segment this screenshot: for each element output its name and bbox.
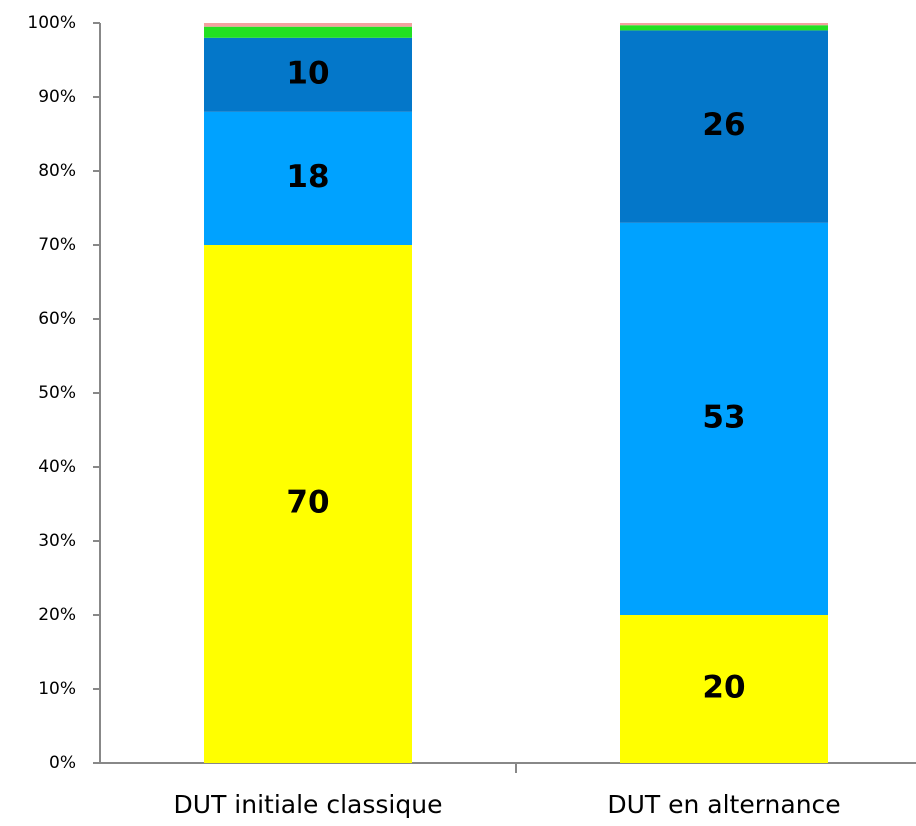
bar-segment — [620, 615, 828, 763]
x-tick-label: DUT initiale classique — [174, 790, 443, 819]
y-tick-label: 20% — [38, 605, 76, 625]
bar-segment — [620, 23, 828, 26]
bar-segment — [204, 111, 412, 245]
y-tick-label: 50% — [38, 383, 76, 403]
bar-segment — [204, 37, 412, 112]
bar-segment — [204, 23, 412, 27]
data-label: 10 — [286, 55, 329, 91]
y-tick-label: 0% — [49, 753, 76, 773]
y-tick-label: 40% — [38, 457, 76, 477]
bar-segment — [620, 25, 828, 31]
data-label: 53 — [702, 399, 745, 435]
y-tick-label: 60% — [38, 309, 76, 329]
data-label: 20 — [702, 670, 745, 706]
y-tick-label: 100% — [27, 13, 76, 33]
bar-segment — [620, 222, 828, 616]
bar-segment — [204, 245, 412, 763]
y-tick-label: 10% — [38, 679, 76, 699]
x-tick-label: DUT en alternance — [607, 790, 840, 819]
data-label: 18 — [286, 159, 329, 195]
bar-segment — [620, 30, 828, 223]
y-tick-label: 30% — [38, 531, 76, 551]
y-tick-label: 80% — [38, 161, 76, 181]
data-label: 70 — [286, 485, 329, 521]
data-label: 26 — [702, 107, 745, 143]
y-tick-label: 70% — [38, 235, 76, 255]
y-tick-label: 90% — [38, 87, 76, 107]
bar-segment — [204, 26, 412, 38]
